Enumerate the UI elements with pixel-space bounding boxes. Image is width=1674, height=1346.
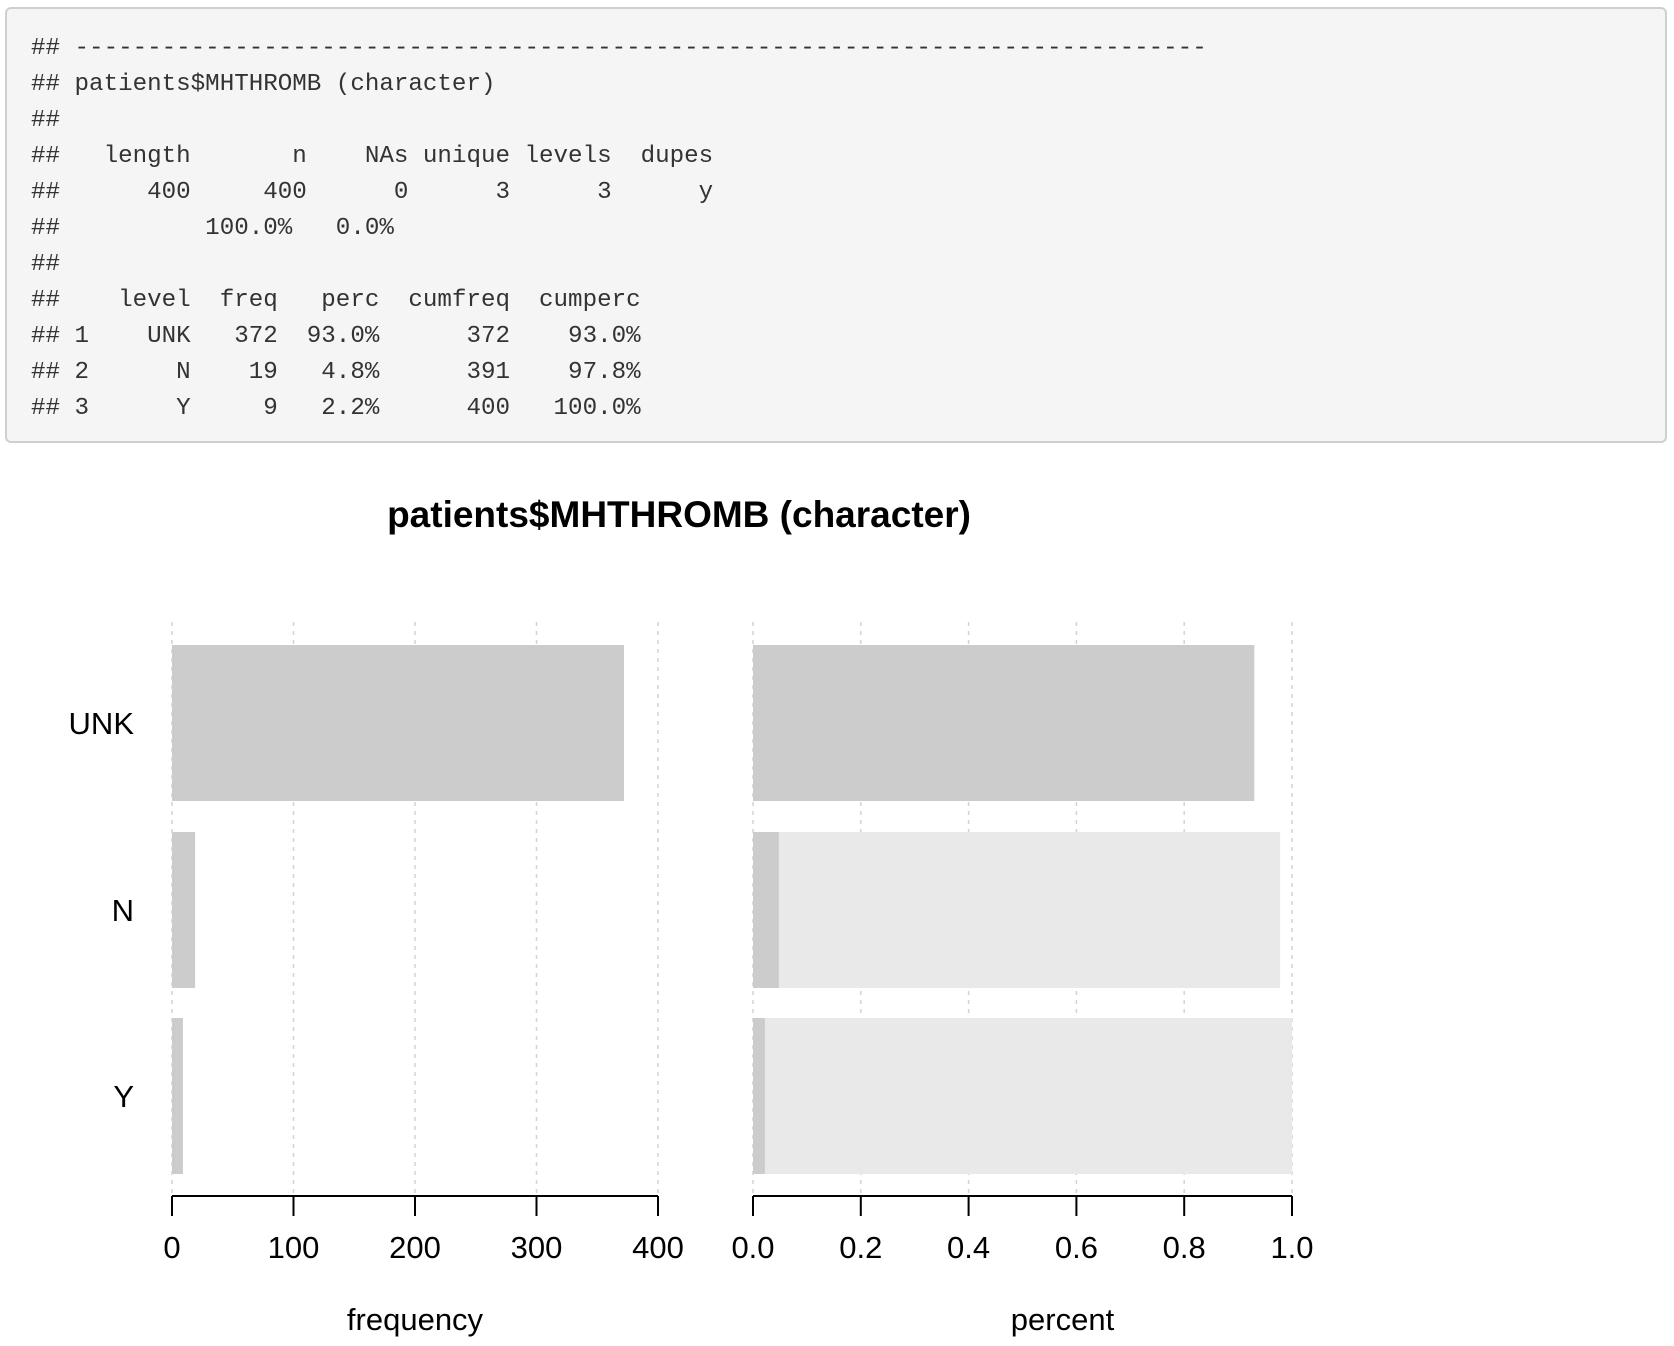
bar-percent-perc-n xyxy=(753,832,779,988)
x-tick-label: 0 xyxy=(163,1230,180,1265)
category-label: N xyxy=(112,893,134,928)
x-tick-label: 200 xyxy=(389,1230,441,1265)
console-line: ## level freq perc cumfreq cumperc xyxy=(31,287,641,314)
x-tick-label: 300 xyxy=(511,1230,563,1265)
percent-panel: 0.0 0.2 0.4 0.6 0.8 1.0 percent xyxy=(731,622,1314,1337)
x-tick-label: 0.8 xyxy=(1163,1230,1206,1265)
console-line: ## -------------------------------------… xyxy=(31,35,1207,62)
x-tick-label: 400 xyxy=(632,1230,684,1265)
console-line: ## 2 N 19 4.8% 391 97.8% xyxy=(31,359,641,386)
x-tick-label: 0.0 xyxy=(731,1230,774,1265)
bar-frequency-freq-n xyxy=(172,832,196,988)
console-line: ## patients$MHTHROMB (character) xyxy=(31,71,496,98)
bar-percent-cumperc-n xyxy=(753,832,1281,988)
console-line: ## length n NAs unique levels dupes xyxy=(31,143,714,170)
console-line: ## 400 400 0 3 3 y xyxy=(31,179,714,206)
x-tick-label: 0.4 xyxy=(947,1230,990,1265)
x-tick-label: 1.0 xyxy=(1270,1230,1313,1265)
category-labels: UNK N Y xyxy=(69,706,135,1114)
frequency-percent-chart: patients$MHTHROMB (character) 0 100 200 300… xyxy=(69,494,1314,1337)
console-line: ## 3 Y 9 2.2% 400 100.0% xyxy=(31,395,641,422)
category-label: UNK xyxy=(69,706,135,741)
bar-percent-perc-y xyxy=(753,1018,765,1174)
console-line: ## 1 UNK 372 93.0% 372 93.0% xyxy=(31,323,641,350)
x-axis-title: frequency xyxy=(347,1302,484,1337)
bar-frequency-freq-y xyxy=(172,1018,183,1174)
console-output: ## -------------------------------------… xyxy=(5,7,1667,443)
bar-percent-perc-unk xyxy=(753,645,1255,801)
x-tick-label: 100 xyxy=(268,1230,320,1265)
bar-frequency-freq-unk xyxy=(172,645,624,801)
x-tick-label: 0.6 xyxy=(1055,1230,1098,1265)
console-line: ## xyxy=(31,107,61,134)
frequency-panel: 0 100 200 300 400 frequency xyxy=(163,622,684,1337)
console-line: ## xyxy=(31,251,61,278)
bar-percent-cumperc-y xyxy=(753,1018,1292,1174)
x-axis-title: percent xyxy=(1011,1302,1115,1337)
x-tick-label: 0.2 xyxy=(839,1230,882,1265)
console-line: ## 100.0% 0.0% xyxy=(31,215,394,242)
category-label: Y xyxy=(113,1079,134,1114)
chart-title: patients$MHTHROMB (character) xyxy=(387,494,971,535)
